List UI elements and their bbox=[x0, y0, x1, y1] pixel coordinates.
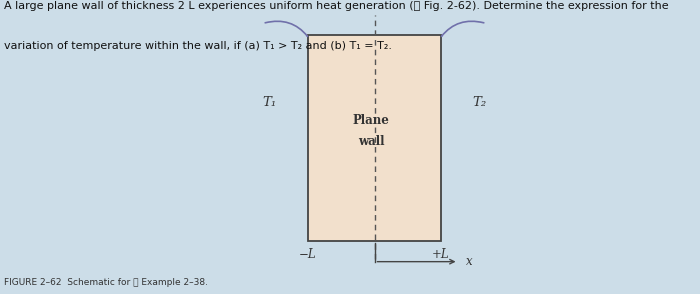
Text: Plane: Plane bbox=[353, 114, 389, 127]
Text: wall: wall bbox=[358, 135, 384, 148]
Text: FIGURE 2–62  Schematic for Ⓟ Example 2–38.: FIGURE 2–62 Schematic for Ⓟ Example 2–38… bbox=[4, 278, 207, 287]
FancyArrowPatch shape bbox=[442, 21, 484, 36]
Text: T₂: T₂ bbox=[473, 96, 486, 109]
Text: x: x bbox=[466, 255, 472, 268]
Text: A large plane wall of thickness 2 L experiences uniform heat generation (Ⓟ Fig. : A large plane wall of thickness 2 L expe… bbox=[4, 1, 668, 11]
FancyArrowPatch shape bbox=[265, 21, 307, 36]
Text: T₁: T₁ bbox=[262, 96, 276, 109]
Bar bbox=[308, 35, 441, 241]
Text: variation of temperature within the wall, if (a) T₁ > T₂ and (b) T₁ = T₂.: variation of temperature within the wall… bbox=[4, 41, 391, 51]
Text: −L: −L bbox=[299, 248, 317, 261]
Text: +L: +L bbox=[432, 248, 450, 261]
